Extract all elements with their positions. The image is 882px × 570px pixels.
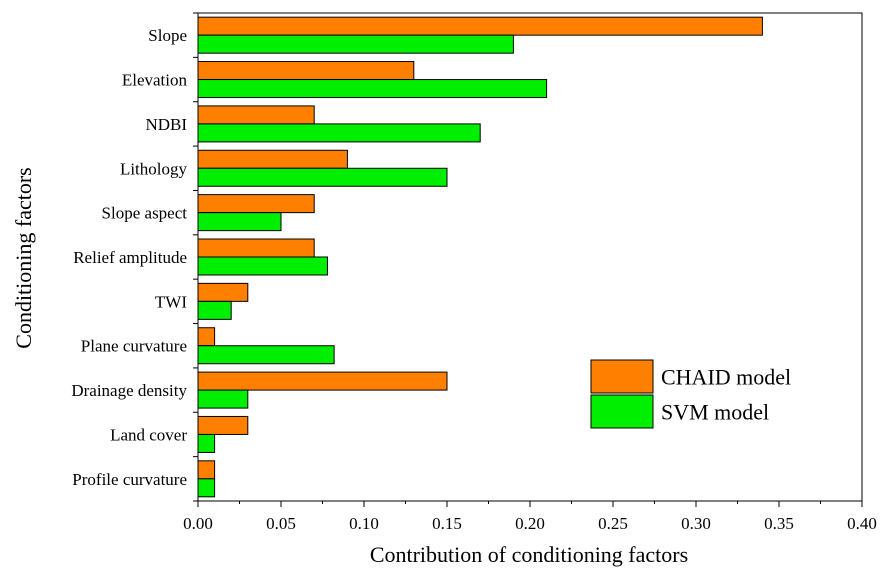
bar-chaid-lithology	[197, 149, 348, 169]
x-tick-label: 0.35	[764, 514, 794, 533]
x-tick-label: 0.30	[681, 514, 711, 533]
bar-chaid-relief-amplitude	[197, 238, 315, 258]
bar-chaid-elevation	[197, 61, 415, 81]
x-tick-label: 0.00	[183, 514, 213, 533]
bar-chaid-land-cover	[197, 415, 249, 435]
x-axis: 0.00 0.05 0.10 0.15 0.20 0.25 0.30 0.35 0.40	[183, 501, 877, 533]
x-tick-label: 0.15	[432, 514, 462, 533]
x-tick-label: 0.40	[847, 514, 877, 533]
category-label: Land cover	[110, 425, 187, 444]
category-label: Profile curvature	[72, 470, 187, 489]
legend-swatch-chaid	[590, 359, 654, 394]
category-label: NDBI	[145, 115, 187, 134]
bar-chaid-plane-curvature	[197, 327, 216, 347]
bar-svm-slope	[197, 34, 514, 54]
x-tick-label: 0.05	[266, 514, 296, 533]
x-tick-label: 0.25	[598, 514, 628, 533]
category-label: TWI	[155, 292, 187, 311]
legend-swatch-svm	[590, 394, 654, 429]
bar-svm-plane-curvature	[197, 345, 335, 365]
legend-label-svm: SVM model	[661, 400, 769, 425]
legend-label-chaid: CHAID model	[661, 365, 791, 390]
bar-chaid-drainage-density	[197, 371, 448, 391]
x-axis-title: Contribution of conditioning factors	[370, 542, 688, 567]
bar-svm-lithology	[197, 167, 448, 187]
bar-chaid-slope-aspect	[197, 194, 315, 214]
bar-svm-drainage-density	[197, 389, 249, 409]
bar-svm-twi	[197, 300, 232, 320]
bar-chaid-ndbi	[197, 105, 315, 125]
category-label: Relief amplitude	[73, 248, 187, 267]
bar-svm-elevation	[197, 79, 548, 99]
bar-svm-profile-curvature	[197, 478, 216, 498]
legend: CHAID model SVM model	[590, 359, 791, 429]
bar-chaid-slope	[197, 16, 763, 36]
bar-svm-slope-aspect	[197, 212, 282, 232]
category-label: Plane curvature	[81, 337, 187, 356]
x-tick-label: 0.10	[349, 514, 379, 533]
bar-svm-land-cover	[197, 433, 216, 453]
category-label: Drainage density	[71, 381, 187, 400]
bar-chaid-profile-curvature	[197, 460, 216, 480]
category-label: Slope aspect	[102, 204, 188, 223]
bar-svm-relief-amplitude	[197, 256, 328, 276]
x-tick-label: 0.20	[515, 514, 545, 533]
category-label: Lithology	[120, 159, 188, 178]
y-axis: Slope Elevation NDBI Lithology Slope aspect R…	[71, 12, 198, 502]
bar-svm-ndbi	[197, 123, 481, 143]
bars-layer	[197, 16, 763, 498]
y-axis-title: Conditioning factors	[11, 167, 36, 348]
category-label: Slope	[148, 26, 187, 45]
bar-chaid-twi	[197, 282, 249, 302]
category-label: Elevation	[122, 71, 188, 90]
